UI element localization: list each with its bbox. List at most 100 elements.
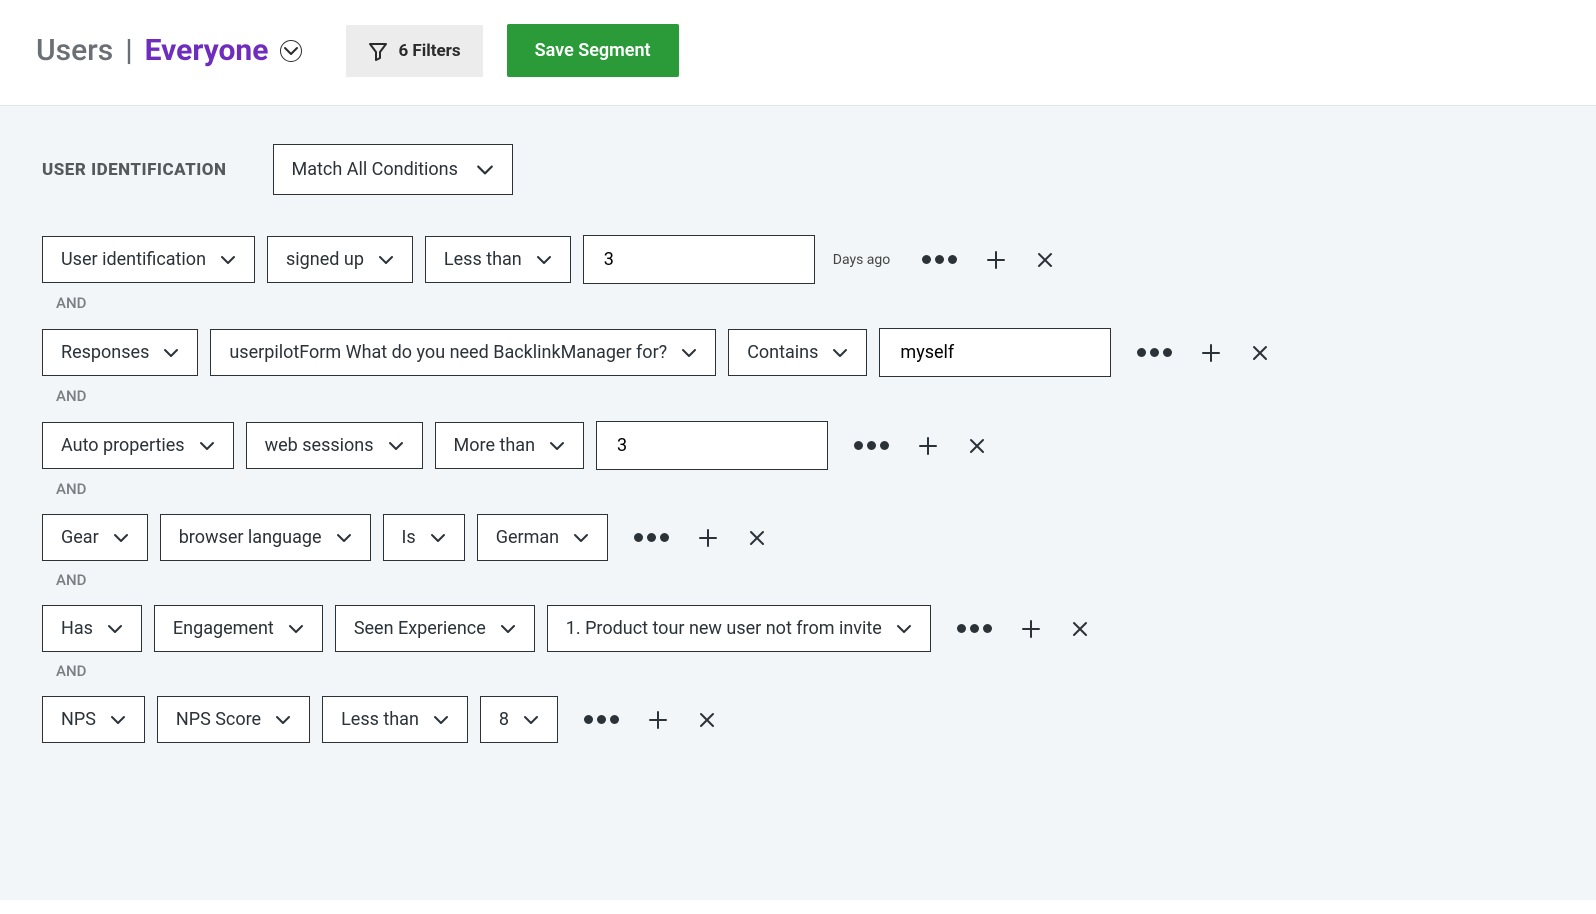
title-prefix: Users xyxy=(36,33,113,68)
condition-value-input-field[interactable] xyxy=(602,248,796,271)
condition-value-input[interactable] xyxy=(596,421,828,470)
filter-icon xyxy=(368,41,388,61)
condition-attribute-select[interactable]: Engagement xyxy=(154,605,323,652)
remove-condition-button[interactable] xyxy=(967,436,987,456)
more-options-button[interactable] xyxy=(957,624,992,633)
more-options-button[interactable] xyxy=(854,441,889,450)
condition-attribute-select-value: userpilotForm What do you need BacklinkM… xyxy=(229,342,667,363)
chevron-down-icon xyxy=(378,252,394,268)
chevron-down-icon xyxy=(896,621,912,637)
close-icon xyxy=(967,436,987,456)
condition-attribute-select-value: Engagement xyxy=(173,618,274,639)
condition-attribute-select[interactable]: signed up xyxy=(267,236,413,283)
chevron-down-icon xyxy=(275,712,291,728)
condition-operator-select[interactable]: Is xyxy=(383,514,465,561)
condition-connector: AND xyxy=(56,480,1554,498)
chevron-down-icon xyxy=(336,530,352,546)
condition-attribute-select[interactable]: web sessions xyxy=(246,422,423,469)
chevron-down-icon xyxy=(681,345,697,361)
save-segment-button[interactable]: Save Segment xyxy=(507,24,679,77)
condition-value-input[interactable] xyxy=(583,235,815,284)
top-bar: Users | Everyone 6 Filters Save Segment xyxy=(0,0,1596,106)
add-condition-button[interactable] xyxy=(1200,342,1222,364)
filters-button-label: 6 Filters xyxy=(398,41,460,61)
condition-category-select[interactable]: Auto properties xyxy=(42,422,234,469)
condition-operator-select[interactable]: Seen Experience xyxy=(335,605,535,652)
remove-condition-button[interactable] xyxy=(1070,619,1090,639)
condition-operator-select-value: Is xyxy=(402,527,416,548)
condition-operator-select-value: Less than xyxy=(341,709,419,730)
remove-condition-button[interactable] xyxy=(1035,250,1055,270)
condition-operator-select[interactable]: Less than xyxy=(322,696,468,743)
condition-value-input[interactable] xyxy=(879,328,1111,377)
close-icon xyxy=(747,528,767,548)
condition-value-select-value: 1. Product tour new user not from invite xyxy=(566,618,882,639)
plus-icon xyxy=(917,435,939,457)
segment-dropdown-toggle[interactable] xyxy=(280,40,302,62)
condition-category-select[interactable]: NPS xyxy=(42,696,145,743)
condition-value-select[interactable]: German xyxy=(477,514,608,561)
chevron-down-icon xyxy=(536,252,552,268)
condition-operator-select-value: Contains xyxy=(747,342,818,363)
condition-category-select[interactable]: Has xyxy=(42,605,142,652)
more-options-button[interactable] xyxy=(922,255,957,264)
add-condition-button[interactable] xyxy=(917,435,939,457)
add-condition-button[interactable] xyxy=(647,709,669,731)
condition-category-select[interactable]: Responses xyxy=(42,329,198,376)
condition-connector: AND xyxy=(56,571,1554,589)
condition-value-select[interactable]: 1. Product tour new user not from invite xyxy=(547,605,931,652)
remove-condition-button[interactable] xyxy=(697,710,717,730)
condition-operator-select[interactable]: More than xyxy=(435,422,584,469)
plus-icon xyxy=(1200,342,1222,364)
condition-attribute-select[interactable]: browser language xyxy=(160,514,371,561)
row-actions xyxy=(1137,342,1270,364)
condition-attribute-select-value: NPS Score xyxy=(176,709,261,730)
chevron-down-icon xyxy=(107,621,123,637)
condition-operator-select-value: Less than xyxy=(444,249,522,270)
condition-row: NPS NPS Score Less than 8 xyxy=(42,696,1554,743)
condition-category-select[interactable]: User identification xyxy=(42,236,255,283)
close-icon xyxy=(1070,619,1090,639)
more-options-button[interactable] xyxy=(634,533,669,542)
chevron-down-icon xyxy=(163,345,179,361)
more-options-button[interactable] xyxy=(584,715,619,724)
page-title: Users | Everyone xyxy=(36,33,302,68)
condition-category-select-value: NPS xyxy=(61,709,96,730)
filters-button[interactable]: 6 Filters xyxy=(346,25,482,77)
condition-category-select-value: Auto properties xyxy=(61,435,185,456)
segment-name: Everyone xyxy=(145,33,269,68)
chevron-down-icon xyxy=(220,252,236,268)
add-condition-button[interactable] xyxy=(697,527,719,549)
chevron-down-icon xyxy=(832,345,848,361)
condition-value-select-value: 8 xyxy=(499,709,509,730)
remove-condition-button[interactable] xyxy=(1250,343,1270,363)
condition-row: Responses userpilotForm What do you need … xyxy=(42,328,1554,377)
condition-value-input-field[interactable] xyxy=(898,341,1092,364)
row-actions xyxy=(957,618,1090,640)
row-actions xyxy=(634,527,767,549)
condition-operator-select[interactable]: Contains xyxy=(728,329,867,376)
condition-value-select[interactable]: 8 xyxy=(480,696,558,743)
add-condition-button[interactable] xyxy=(985,249,1007,271)
chevron-down-icon xyxy=(110,712,126,728)
condition-suffix-label: Days ago xyxy=(833,252,890,268)
condition-row: User identification signed up Less than Day… xyxy=(42,235,1554,284)
condition-operator-select-value: Seen Experience xyxy=(354,618,486,639)
add-condition-button[interactable] xyxy=(1020,618,1042,640)
chevron-down-icon xyxy=(433,712,449,728)
condition-attribute-select[interactable]: NPS Score xyxy=(157,696,310,743)
condition-category-select-value: Gear xyxy=(61,527,99,548)
chevron-down-icon xyxy=(500,621,516,637)
plus-icon xyxy=(647,709,669,731)
condition-operator-select[interactable]: Less than xyxy=(425,236,571,283)
condition-attribute-select[interactable]: userpilotForm What do you need BacklinkM… xyxy=(210,329,716,376)
remove-condition-button[interactable] xyxy=(747,528,767,548)
chevron-down-icon xyxy=(573,530,589,546)
row-actions xyxy=(584,709,717,731)
more-options-button[interactable] xyxy=(1137,348,1172,357)
close-icon xyxy=(1035,250,1055,270)
title-separator: | xyxy=(125,33,132,68)
match-mode-select[interactable]: Match All Conditions xyxy=(273,144,513,195)
condition-value-input-field[interactable] xyxy=(615,434,809,457)
condition-category-select[interactable]: Gear xyxy=(42,514,148,561)
